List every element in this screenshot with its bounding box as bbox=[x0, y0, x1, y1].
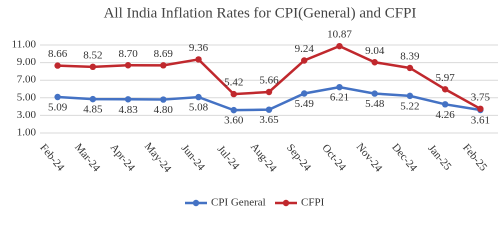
data-point bbox=[195, 56, 202, 63]
data-label: 6.21 bbox=[330, 92, 349, 104]
data-point bbox=[265, 88, 273, 96]
x-tick-label: May-24 bbox=[142, 141, 174, 176]
x-tick-label: Mar-24 bbox=[72, 141, 103, 174]
data-point bbox=[441, 101, 449, 108]
y-tick-label: 7.00 bbox=[17, 74, 37, 86]
data-point bbox=[477, 105, 484, 113]
data-point bbox=[301, 57, 308, 64]
data-label: 8.52 bbox=[83, 49, 102, 61]
data-label: 5.97 bbox=[436, 72, 456, 84]
data-point bbox=[336, 42, 343, 50]
data-point bbox=[54, 62, 61, 69]
data-point bbox=[124, 96, 132, 103]
data-label: 3.60 bbox=[224, 115, 244, 127]
y-tick-label: 9.00 bbox=[17, 56, 37, 68]
data-point bbox=[54, 93, 61, 101]
data-point bbox=[230, 106, 237, 114]
x-tick-label: Aug-24 bbox=[248, 141, 279, 175]
chart-title: All India Inflation Rates for CPI(Genera… bbox=[104, 5, 417, 21]
y-tick-label: 11.00 bbox=[12, 39, 37, 51]
chart: All India Inflation Rates for CPI(Genera… bbox=[12, 5, 498, 209]
data-point bbox=[371, 90, 378, 97]
legend-marker bbox=[282, 199, 290, 207]
data-point bbox=[265, 106, 273, 113]
data-point bbox=[406, 64, 414, 72]
data-label: 5.48 bbox=[365, 98, 385, 110]
data-point bbox=[160, 62, 167, 69]
data-point bbox=[89, 95, 97, 103]
data-point bbox=[441, 86, 449, 93]
data-label: 8.70 bbox=[118, 48, 138, 60]
x-tick-label: Jul-24 bbox=[215, 143, 242, 172]
data-label: 3.65 bbox=[259, 114, 279, 126]
data-label: 4.83 bbox=[118, 104, 138, 116]
legend-label: CFPI bbox=[301, 197, 325, 209]
data-label: 9.04 bbox=[365, 45, 385, 57]
x-tick-label: Nov-24 bbox=[354, 141, 385, 175]
data-label: 4.26 bbox=[436, 109, 456, 121]
data-point bbox=[230, 90, 237, 98]
x-tick-label: Jun-24 bbox=[179, 142, 208, 173]
legend-label: CPI General bbox=[211, 197, 266, 209]
data-label: 5.42 bbox=[224, 77, 243, 89]
data-label: 10.87 bbox=[327, 29, 352, 41]
y-tick-label: 1.00 bbox=[17, 127, 37, 139]
data-label: 8.39 bbox=[400, 50, 420, 62]
data-label: 4.85 bbox=[83, 104, 103, 116]
y-tick-label: 3.00 bbox=[17, 109, 37, 121]
data-label: 5.09 bbox=[48, 102, 68, 114]
x-tick-label: Feb-25 bbox=[460, 142, 490, 174]
x-tick-label: Sep-24 bbox=[284, 142, 314, 174]
data-label: 5.49 bbox=[295, 98, 315, 110]
data-label: 9.24 bbox=[295, 43, 315, 55]
data-label: 8.66 bbox=[48, 48, 68, 60]
x-tick-label: Dec-24 bbox=[389, 141, 419, 174]
data-point bbox=[124, 62, 132, 69]
data-label: 5.66 bbox=[259, 75, 279, 87]
data-label: 3.61 bbox=[471, 115, 490, 127]
legend-marker bbox=[192, 199, 200, 207]
data-label: 8.69 bbox=[154, 48, 174, 60]
data-point bbox=[371, 59, 378, 66]
data-label: 9.36 bbox=[189, 42, 209, 54]
data-label: 4.80 bbox=[154, 104, 174, 116]
x-tick-label: Oct-24 bbox=[319, 142, 348, 173]
data-point bbox=[160, 96, 167, 103]
x-tick-label: Feb-24 bbox=[37, 142, 67, 174]
data-point bbox=[89, 63, 97, 71]
data-label: 3.75 bbox=[471, 91, 491, 103]
data-point bbox=[406, 92, 414, 100]
data-point bbox=[301, 90, 308, 97]
x-tick-label: Jan-25 bbox=[425, 143, 453, 174]
data-label: 5.08 bbox=[189, 102, 209, 114]
x-tick-label: Apr-24 bbox=[108, 142, 138, 174]
data-point bbox=[336, 83, 343, 91]
page: All India Inflation Rates for CPI(Genera… bbox=[11, 5, 498, 209]
data-point bbox=[195, 93, 202, 101]
data-label: 5.22 bbox=[400, 100, 419, 112]
y-tick-label: 5.00 bbox=[17, 91, 37, 103]
